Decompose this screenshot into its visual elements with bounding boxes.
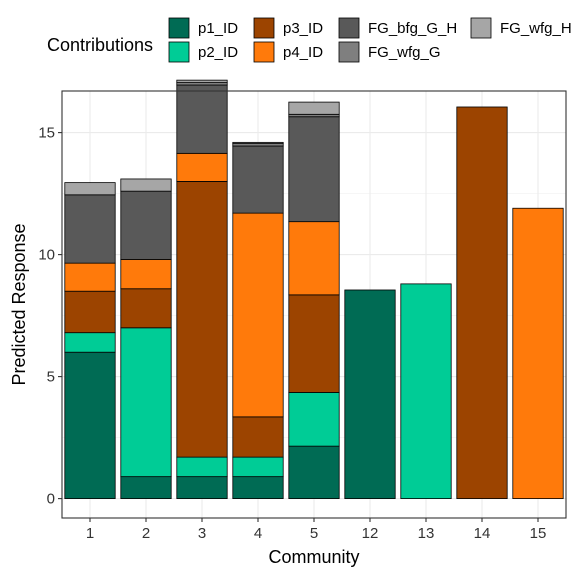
bar-segment (64, 262, 116, 292)
bar-segment (64, 332, 116, 353)
bar-segment (64, 194, 116, 264)
legend-key (338, 17, 360, 39)
bar-segment (176, 84, 228, 154)
x-tick-label: 13 (418, 525, 435, 542)
bar-segment (176, 79, 228, 83)
bar-segment (64, 182, 116, 196)
legend-label: FG_bfg_G_H (368, 20, 457, 37)
x-tick-label: 12 (362, 525, 379, 542)
bar-segment (288, 294, 340, 393)
bars (64, 79, 564, 500)
legend-label: p4_ID (283, 44, 323, 61)
y-tick-label: 15 (38, 125, 55, 142)
bar-segment (64, 351, 116, 500)
legend-label: FG_wfg_H (500, 20, 572, 37)
bar-segment (176, 456, 228, 478)
legend-key (253, 17, 275, 39)
y-tick-label: 0 (47, 491, 55, 508)
bar-segment (176, 152, 228, 182)
legend-title: Contributions (47, 35, 153, 55)
bar-segment (288, 392, 340, 447)
bar-segment (344, 289, 396, 500)
y-axis-title: Predicted Response (9, 223, 29, 385)
legend-label: p2_ID (198, 44, 238, 61)
bar-segment (120, 190, 172, 260)
bar-segment (120, 288, 172, 329)
bar-segment (456, 106, 508, 499)
y-tick-label: 10 (38, 247, 55, 264)
legend-key (168, 17, 190, 39)
bar-segment (176, 476, 228, 500)
x-tick-label: 1 (86, 525, 94, 542)
bar-segment (176, 180, 228, 458)
legend-key (338, 41, 360, 63)
bar-segment (120, 178, 172, 192)
bar-segment (232, 476, 284, 500)
legend-label: FG_wfg_G (368, 44, 441, 61)
bar-segment (288, 221, 340, 296)
legend-label: p3_ID (283, 20, 323, 37)
legend: Contributions p1_ID p2_ID p3_ID p4_ID FG_bfg… (47, 17, 572, 63)
bar-segment (120, 259, 172, 290)
x-tick-label: 4 (254, 525, 262, 542)
bar-segment (64, 290, 116, 334)
bar-segment (288, 445, 340, 500)
bar-segment (232, 212, 284, 418)
bar-segment (288, 101, 340, 115)
legend-key (253, 41, 275, 63)
bar-segment (512, 207, 564, 499)
bar-segment (400, 283, 452, 500)
legend-label: p1_ID (198, 20, 238, 37)
x-axis: 1 2 3 4 5 12 13 14 15 (86, 518, 547, 542)
legend-key (470, 17, 492, 39)
y-tick-label: 5 (47, 369, 55, 386)
y-axis: 0 5 10 15 (38, 125, 62, 508)
bar-segment (232, 145, 284, 214)
bar-segment (120, 476, 172, 500)
x-tick-label: 3 (198, 525, 206, 542)
x-tick-label: 15 (530, 525, 547, 542)
x-tick-label: 14 (474, 525, 491, 542)
x-axis-title: Community (268, 547, 359, 567)
bar-segment (232, 416, 284, 458)
plot-area (61, 79, 567, 519)
legend-key (168, 41, 190, 63)
x-tick-label: 2 (142, 525, 150, 542)
bar-segment (232, 141, 284, 144)
bar-segment (288, 116, 340, 223)
x-tick-label: 5 (310, 525, 318, 542)
bar-segment (232, 456, 284, 478)
bar-segment (120, 327, 172, 478)
